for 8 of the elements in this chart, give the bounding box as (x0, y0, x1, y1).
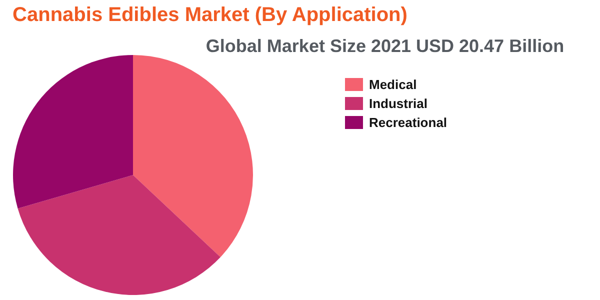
pie-slice (13, 55, 133, 208)
legend-label: Recreational (369, 115, 448, 130)
chart-title: Cannabis Edibles Market (By Application) (12, 4, 408, 27)
pie-slice (133, 55, 253, 258)
pie-slice (18, 175, 220, 295)
chart-subtitle: Global Market Size 2021 USD 20.47 Billion (204, 36, 566, 57)
legend-label: Medical (369, 77, 417, 92)
legend-label: Industrial (369, 96, 428, 111)
